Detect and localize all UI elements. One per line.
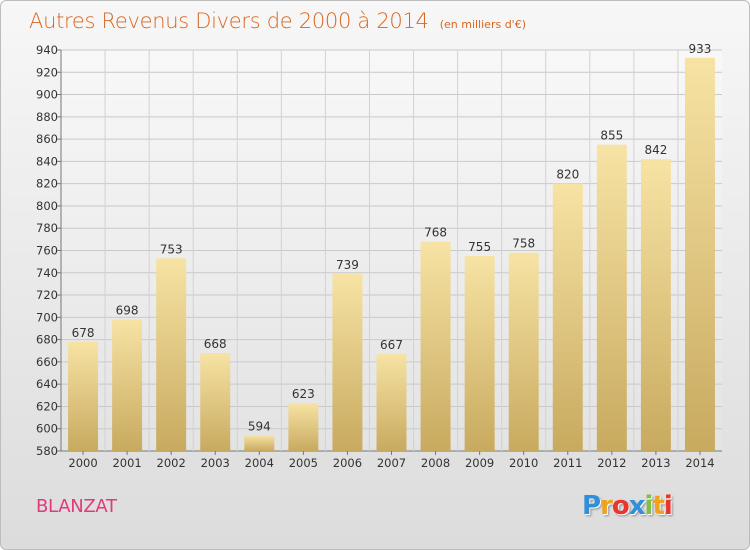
data-label-2010: 758 — [512, 237, 535, 251]
data-label-2003: 668 — [204, 337, 227, 351]
bar-2014 — [684, 57, 715, 452]
logo-letter: i — [663, 491, 673, 521]
x-tick-label-2000: 2000 — [68, 456, 97, 470]
x-tick-label-2012: 2012 — [597, 456, 626, 470]
x-tick-label-2001: 2001 — [112, 456, 141, 470]
x-tick-label-2008: 2008 — [421, 456, 450, 470]
bar-2012 — [596, 144, 627, 452]
data-label-2002: 753 — [160, 242, 183, 256]
x-tick-label-2005: 2005 — [289, 456, 318, 470]
town-name: BLANZAT — [36, 496, 117, 517]
bar-2006 — [332, 273, 363, 451]
logo-letter: x — [628, 491, 646, 521]
chart-title: Autres Revenus Divers de 2000 à 2014 — [29, 9, 429, 33]
data-label-2012: 855 — [600, 129, 623, 143]
y-tick-label-700: 700 — [36, 310, 58, 324]
y-tick-label-660: 660 — [36, 355, 58, 369]
bar-2007 — [376, 354, 407, 451]
bar-2002 — [156, 258, 187, 451]
logo-letter: r — [600, 491, 613, 521]
bar-2013 — [640, 159, 671, 451]
proxiti-logo: Proxiti — [582, 491, 673, 521]
x-tick-label-2009: 2009 — [465, 456, 494, 470]
logo-letter: o — [611, 491, 630, 521]
chart-unit-label: (en milliers d'€) — [439, 18, 526, 31]
data-label-2005: 623 — [292, 387, 315, 401]
y-tick-label-900: 900 — [36, 88, 58, 102]
x-tick-label-2010: 2010 — [509, 456, 538, 470]
data-label-2006: 739 — [336, 258, 359, 272]
y-tick-label-920: 920 — [36, 65, 58, 79]
data-label-2000: 678 — [72, 326, 95, 340]
bar-2004 — [244, 435, 275, 451]
bar-2001 — [112, 319, 143, 451]
data-label-2007: 667 — [380, 338, 403, 352]
data-label-2011: 820 — [556, 168, 579, 182]
data-label-2008: 768 — [424, 226, 447, 240]
y-tick-label-860: 860 — [36, 132, 58, 146]
logo-letter: t — [652, 491, 664, 521]
x-tick-label-2002: 2002 — [157, 456, 186, 470]
bar-2005 — [288, 403, 319, 451]
data-label-2009: 755 — [468, 240, 491, 254]
y-tick-label-580: 580 — [36, 444, 58, 458]
data-label-2004: 594 — [248, 419, 271, 433]
x-tick-label-2014: 2014 — [685, 456, 714, 470]
x-tick-label-2003: 2003 — [201, 456, 230, 470]
y-tick-label-840: 840 — [36, 154, 58, 168]
y-tick-label-600: 600 — [36, 422, 58, 436]
data-label-2013: 842 — [644, 143, 667, 157]
y-tick-label-940: 940 — [36, 43, 58, 57]
logo-letter: i — [644, 491, 654, 521]
y-tick-label-720: 720 — [36, 288, 58, 302]
x-tick-label-2013: 2013 — [641, 456, 670, 470]
bar-2010 — [508, 252, 539, 451]
y-tick-label-780: 780 — [36, 221, 58, 235]
y-tick-label-880: 880 — [36, 110, 58, 124]
y-tick-label-820: 820 — [36, 177, 58, 191]
y-tick-label-760: 760 — [36, 244, 58, 258]
y-tick-label-680: 680 — [36, 333, 58, 347]
bar-2009 — [464, 256, 495, 451]
bar-2000 — [68, 341, 99, 451]
x-tick-label-2004: 2004 — [245, 456, 274, 470]
chart-title-block: Autres Revenus Divers de 2000 à 2014 (en… — [29, 9, 526, 33]
y-tick-label-640: 640 — [36, 377, 58, 391]
x-tick-label-2006: 2006 — [333, 456, 362, 470]
data-label-2001: 698 — [116, 304, 139, 318]
bar-2003 — [200, 352, 231, 451]
x-tick-label-2007: 2007 — [377, 456, 406, 470]
bar-2008 — [420, 241, 451, 451]
y-tick-label-800: 800 — [36, 199, 58, 213]
data-label-2014: 933 — [689, 42, 712, 56]
x-tick-label-2011: 2011 — [553, 456, 582, 470]
bar-2011 — [552, 183, 583, 451]
y-tick-label-740: 740 — [36, 266, 58, 280]
y-tick-label-620: 620 — [36, 399, 58, 413]
logo-letter: P — [582, 491, 601, 521]
